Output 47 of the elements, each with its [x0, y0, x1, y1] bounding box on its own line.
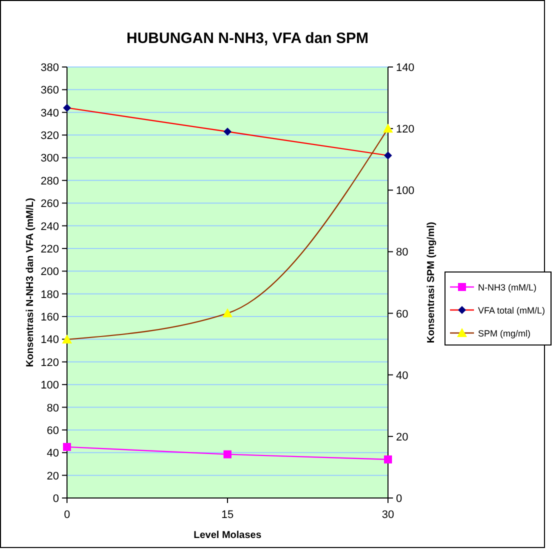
y-tick-label: 0	[52, 493, 59, 505]
y2-axis-title: Konsentrasi SPM (mg/ml)	[426, 222, 437, 344]
y2-tick-label: 120	[396, 124, 414, 136]
y-tick-label: 320	[40, 130, 59, 142]
x-tick-label: 0	[64, 509, 70, 521]
y-tick-label: 260	[40, 198, 59, 210]
y2-tick-label: 0	[396, 493, 402, 505]
point	[62, 334, 72, 344]
y-tick-label: 240	[40, 220, 59, 233]
y-tick-label: 380	[40, 62, 59, 74]
y-axis-title: Konsentrasi N-NH3 dan VFA (mM/L)	[25, 198, 36, 368]
y-tick-label: 80	[46, 402, 59, 414]
y-tick-label: 140	[40, 334, 59, 346]
y2-tick-label: 20	[396, 431, 408, 444]
point	[63, 442, 71, 451]
y2-tick-label: 100	[396, 185, 414, 198]
legend-label: N-NH3 (mM/L)	[478, 282, 536, 292]
y-tick-label: 20	[46, 470, 59, 482]
y-tick-label: 60	[46, 424, 59, 437]
point	[224, 450, 232, 458]
point	[384, 151, 392, 160]
x-tick-label: 15	[221, 509, 234, 521]
y-tick-label: 280	[40, 175, 59, 188]
y-tick-label: 360	[40, 84, 59, 97]
y-tick-label: 160	[40, 312, 59, 324]
point	[224, 128, 232, 136]
y2-tick-label: 60	[396, 308, 408, 320]
y-tick-label: 300	[40, 152, 59, 165]
point	[63, 104, 71, 112]
x-axis-title: Level Molases	[194, 530, 262, 541]
x-tick-label: 30	[382, 509, 394, 521]
y-tick-label: 120	[40, 356, 59, 369]
point	[383, 124, 393, 133]
y-tick-label: 200	[40, 266, 59, 278]
y-tick-label: 340	[40, 107, 59, 120]
legend-label: VFA total (mM/L)	[478, 306, 546, 316]
legend-label: SPM (mg/ml)	[478, 328, 530, 338]
y2-tick-label: 80	[396, 246, 408, 259]
point	[222, 308, 232, 318]
chart-title: HUBUNGAN N-NH3, VFA dan SPM	[126, 30, 368, 47]
y-tick-label: 40	[46, 448, 59, 460]
y-tick-label: 180	[40, 288, 59, 301]
point	[384, 455, 392, 464]
y2-tick-label: 140	[396, 62, 414, 74]
y2-tick-label: 40	[396, 370, 408, 382]
y-tick-label: 220	[40, 243, 59, 256]
y-tick-label: 100	[40, 380, 59, 392]
